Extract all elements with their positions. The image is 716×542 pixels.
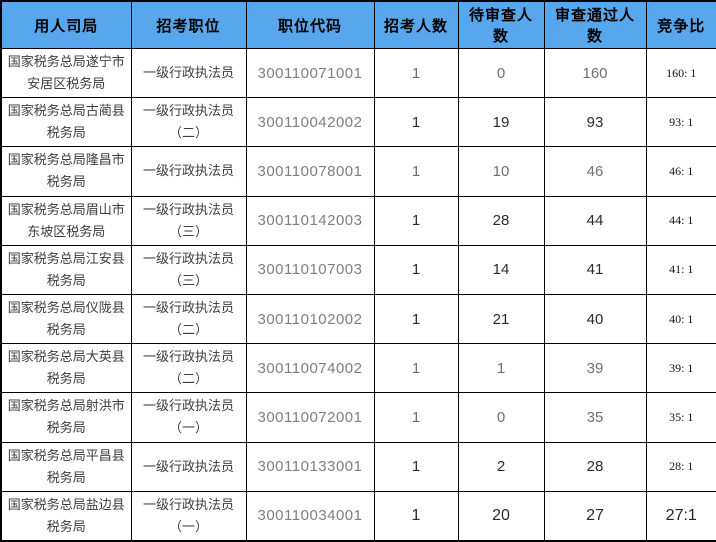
table-row: 国家税务总局遂宁市安居区税务局 一级行政执法员 300110071001 1 0… [0, 47, 716, 99]
column-header-ratio: 竞争比 [645, 0, 716, 49]
cell-position: 一级行政执法员 （二） [130, 293, 247, 345]
table-row: 国家税务总局眉山市东坡区税务局 一级行政执法员 （三） 300110142003 … [0, 195, 716, 246]
cell-recruit-count: 1 [373, 392, 459, 443]
table-body: 国家税务总局遂宁市安居区税务局 一级行政执法员 300110071001 1 0… [0, 47, 716, 542]
cell-pending-count: 0 [457, 47, 545, 99]
cell-recruit-count: 1 [373, 293, 459, 345]
cell-ratio: 41: 1 [645, 244, 716, 295]
cell-pending-count: 20 [457, 490, 545, 542]
table-header: 用人司局 招考职位 职位代码 招考人数 待审查人数 审查通过人数 竞争比 [0, 0, 716, 49]
cell-pending-count: 21 [457, 293, 545, 345]
cell-recruit-count: 1 [373, 441, 459, 492]
cell-position: 一级行政执法员 （二） [130, 97, 247, 148]
header-row: 用人司局 招考职位 职位代码 招考人数 待审查人数 审查通过人数 竞争比 [0, 0, 716, 49]
cell-department: 国家税务总局隆昌市税务局 [0, 146, 132, 197]
cell-position: 一级行政执法员 （三） [130, 244, 247, 295]
table-row: 国家税务总局仪陇县税务局 一级行政执法员 （二） 300110102002 1 2… [0, 293, 716, 345]
cell-ratio: 39: 1 [645, 343, 716, 394]
cell-position: 一级行政执法员 [130, 146, 247, 197]
cell-pending-count: 2 [457, 441, 545, 492]
cell-position-code: 300110133001 [245, 441, 375, 492]
column-header-pending-count: 待审查人数 [457, 0, 545, 49]
column-header-passed-count: 审查通过人数 [543, 0, 647, 49]
cell-position-code: 300110074002 [245, 343, 375, 394]
cell-passed-count: 44 [543, 195, 647, 246]
position-suffix: （二） [168, 322, 208, 338]
cell-position-code: 300110142003 [245, 195, 375, 246]
cell-ratio: 160: 1 [645, 47, 716, 99]
cell-position: 一级行政执法员 （一） [130, 490, 247, 542]
table-row: 国家税务总局盐边县税务局 一级行政执法员 （一） 300110034001 1 2… [0, 490, 716, 542]
cell-ratio: 46: 1 [645, 146, 716, 197]
table-row: 国家税务总局隆昌市税务局 一级行政执法员 300110078001 1 10 4… [0, 146, 716, 197]
cell-recruit-count: 1 [373, 146, 459, 197]
cell-pending-count: 1 [457, 343, 545, 394]
cell-position-code: 300110071001 [245, 47, 375, 99]
column-header-recruit-count: 招考人数 [373, 0, 459, 49]
cell-ratio: 44: 1 [645, 195, 716, 246]
cell-position-code: 300110102002 [245, 293, 375, 345]
column-header-position-code: 职位代码 [245, 0, 375, 49]
cell-passed-count: 28 [543, 441, 647, 492]
cell-department: 国家税务总局大英县税务局 [0, 343, 132, 394]
column-header-position: 招考职位 [130, 0, 247, 49]
cell-position-code: 300110072001 [245, 392, 375, 443]
cell-position: 一级行政执法员 [130, 441, 247, 492]
cell-department: 国家税务总局平昌县税务局 [0, 441, 132, 492]
cell-ratio: 93: 1 [645, 97, 716, 148]
column-header-department: 用人司局 [0, 0, 132, 49]
cell-position-code: 300110107003 [245, 244, 375, 295]
cell-recruit-count: 1 [373, 47, 459, 99]
cell-department: 国家税务总局古蔺县税务局 [0, 97, 132, 148]
cell-position: 一级行政执法员 [130, 47, 247, 99]
cell-passed-count: 39 [543, 343, 647, 394]
cell-pending-count: 10 [457, 146, 545, 197]
cell-pending-count: 14 [457, 244, 545, 295]
cell-passed-count: 41 [543, 244, 647, 295]
position-suffix: （一） [168, 518, 208, 534]
cell-recruit-count: 1 [373, 195, 459, 246]
cell-passed-count: 93 [543, 97, 647, 148]
position-suffix: （二） [168, 125, 208, 141]
cell-ratio: 40: 1 [645, 293, 716, 345]
position-suffix: （一） [168, 420, 208, 436]
cell-position-code: 300110034001 [245, 490, 375, 542]
position-suffix: （三） [168, 272, 208, 288]
cell-passed-count: 46 [543, 146, 647, 197]
cell-position: 一级行政执法员 （一） [130, 392, 247, 443]
cell-position-code: 300110042002 [245, 97, 375, 148]
cell-ratio: 27:1 [645, 490, 716, 542]
cell-recruit-count: 1 [373, 343, 459, 394]
cell-recruit-count: 1 [373, 244, 459, 295]
cell-department: 国家税务总局盐边县税务局 [0, 490, 132, 542]
cell-pending-count: 0 [457, 392, 545, 443]
cell-passed-count: 27 [543, 490, 647, 542]
cell-passed-count: 40 [543, 293, 647, 345]
position-suffix: （三） [168, 223, 208, 239]
cell-ratio: 28: 1 [645, 441, 716, 492]
cell-ratio: 35: 1 [645, 392, 716, 443]
cell-recruit-count: 1 [373, 490, 459, 542]
cell-department: 国家税务总局眉山市东坡区税务局 [0, 195, 132, 246]
cell-recruit-count: 1 [373, 97, 459, 148]
cell-passed-count: 160 [543, 47, 647, 99]
table-row: 国家税务总局大英县税务局 一级行政执法员 （二） 300110074002 1 1… [0, 343, 716, 394]
table-row: 国家税务总局射洪市税务局 一级行政执法员 （一） 300110072001 1 0… [0, 392, 716, 443]
cell-department: 国家税务总局仪陇县税务局 [0, 293, 132, 345]
cell-department: 国家税务总局射洪市税务局 [0, 392, 132, 443]
table-row: 国家税务总局江安县税务局 一级行政执法员 （三） 300110107003 1 1… [0, 244, 716, 295]
cell-passed-count: 35 [543, 392, 647, 443]
cell-pending-count: 19 [457, 97, 545, 148]
cell-department: 国家税务总局江安县税务局 [0, 244, 132, 295]
cell-position: 一级行政执法员 （三） [130, 195, 247, 246]
cell-position-code: 300110078001 [245, 146, 375, 197]
table-row: 国家税务总局古蔺县税务局 一级行政执法员 （二） 300110042002 1 1… [0, 97, 716, 148]
position-suffix: （二） [168, 371, 208, 387]
table-row: 国家税务总局平昌县税务局 一级行政执法员 300110133001 1 2 28… [0, 441, 716, 492]
cell-department: 国家税务总局遂宁市安居区税务局 [0, 47, 132, 99]
cell-position: 一级行政执法员 （二） [130, 343, 247, 394]
cell-pending-count: 28 [457, 195, 545, 246]
